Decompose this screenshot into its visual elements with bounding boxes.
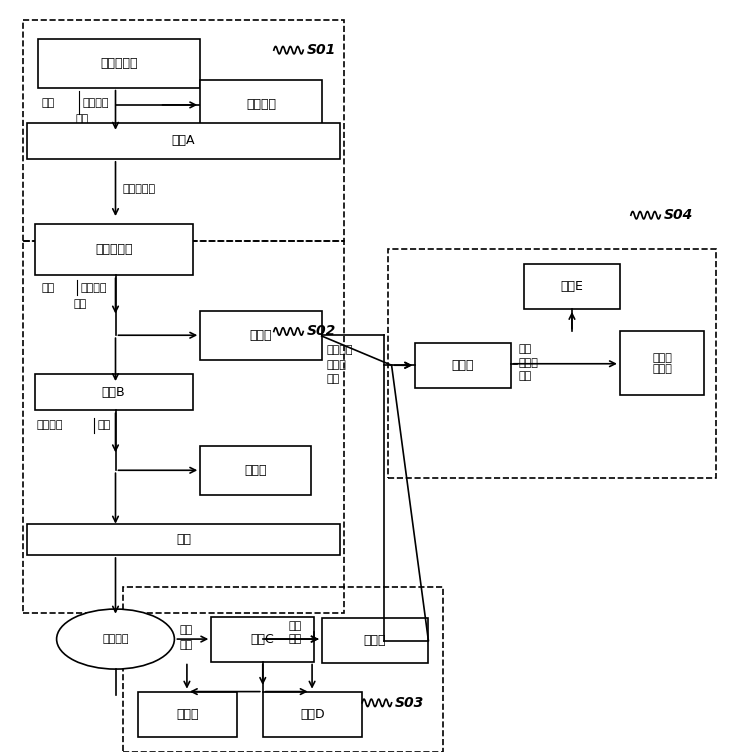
Text: 加硝酸转化: 加硝酸转化 [123, 184, 156, 194]
Text: 冷却结晶: 冷却结晶 [82, 98, 109, 108]
Text: 浓缩结晶: 浓缩结晶 [102, 634, 129, 644]
Text: 浓缩: 浓缩 [42, 98, 55, 108]
Text: 溶解: 溶解 [518, 343, 531, 354]
Text: 冷却: 冷却 [288, 620, 302, 630]
Text: S04: S04 [664, 208, 693, 222]
Text: 硝酸钠: 硝酸钠 [364, 634, 386, 647]
Text: 过滤: 过滤 [518, 371, 531, 382]
Text: 重结晶: 重结晶 [518, 358, 538, 368]
FancyBboxPatch shape [35, 224, 193, 275]
FancyBboxPatch shape [200, 311, 321, 360]
FancyBboxPatch shape [620, 331, 704, 395]
Text: 硝酸钠: 硝酸钠 [452, 358, 474, 372]
FancyBboxPatch shape [38, 39, 200, 87]
Text: 母液B: 母液B [102, 386, 126, 399]
Text: 洗涤: 洗涤 [327, 373, 340, 384]
FancyBboxPatch shape [321, 618, 429, 663]
Text: 碳酸镁: 碳酸镁 [244, 464, 267, 477]
Text: 浓缩: 浓缩 [42, 283, 55, 293]
Text: S03: S03 [395, 696, 424, 710]
Text: 过滤: 过滤 [97, 420, 110, 430]
Text: 熔盐级
硝酸钠: 熔盐级 硝酸钠 [653, 352, 672, 374]
Text: 过滤: 过滤 [74, 300, 86, 309]
Text: 母液D: 母液D [300, 708, 324, 721]
Text: S02: S02 [307, 325, 336, 339]
Text: 加碳酸钠: 加碳酸钠 [37, 420, 64, 430]
Text: 滤液: 滤液 [176, 533, 191, 546]
FancyBboxPatch shape [211, 617, 314, 662]
Text: 纯碱中和液: 纯碱中和液 [101, 56, 138, 70]
Text: 硝酸钠溶液: 硝酸钠溶液 [95, 243, 132, 256]
Text: 母液水: 母液水 [327, 360, 347, 370]
Text: 冷却结晶: 冷却结晶 [81, 283, 107, 293]
FancyBboxPatch shape [263, 691, 362, 736]
FancyBboxPatch shape [27, 123, 340, 159]
FancyBboxPatch shape [415, 343, 511, 388]
FancyBboxPatch shape [27, 523, 340, 555]
FancyBboxPatch shape [524, 264, 620, 309]
Text: 高温: 高温 [180, 625, 193, 635]
Text: 亚硝酸钠: 亚硝酸钠 [246, 98, 276, 111]
Text: 过滤: 过滤 [75, 114, 88, 124]
Text: 过滤: 过滤 [180, 640, 193, 650]
Text: 结晶: 结晶 [288, 634, 302, 644]
Text: 硝酸钠: 硝酸钠 [250, 329, 272, 342]
Text: 氯化钠: 氯化钠 [176, 708, 199, 721]
Text: 母液C: 母液C [251, 633, 275, 645]
FancyBboxPatch shape [35, 374, 193, 410]
Text: S01: S01 [307, 43, 336, 57]
Text: 母液A: 母液A [172, 135, 195, 148]
Text: 浓缩结晶: 浓缩结晶 [327, 345, 353, 355]
FancyBboxPatch shape [137, 691, 237, 736]
Ellipse shape [57, 609, 174, 669]
Text: 母液E: 母液E [560, 280, 583, 293]
FancyBboxPatch shape [200, 80, 321, 129]
FancyBboxPatch shape [200, 447, 310, 495]
